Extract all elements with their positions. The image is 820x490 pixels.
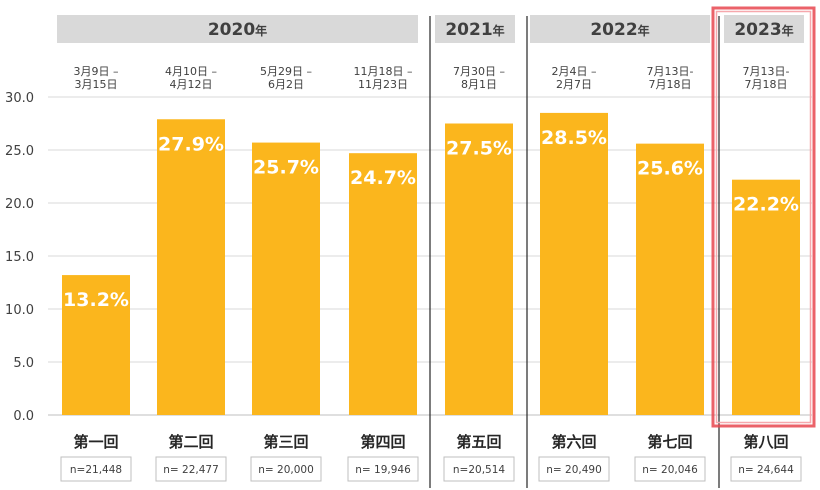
period-label: 6月2日 — [268, 78, 304, 91]
period-label: 7月18日 — [649, 78, 692, 91]
bar-value-label: 13.2% — [63, 289, 129, 311]
bar — [540, 112, 608, 416]
year-value: 2021 — [445, 20, 492, 40]
category-label: 第四回 — [360, 433, 405, 451]
sample-size-box — [347, 456, 419, 482]
year-header-label: 2023年 — [734, 20, 793, 40]
sample-size-box — [250, 456, 322, 482]
category-label: 第七回 — [647, 433, 692, 451]
bar — [252, 142, 320, 415]
highlight-frame-outer — [711, 6, 816, 428]
bar-value-label: 22.2% — [733, 194, 799, 216]
sample-size-label: n= 22,477 — [163, 464, 219, 476]
bar-value-label: 24.7% — [350, 167, 416, 189]
y-tick-label: 20.0 — [5, 197, 34, 212]
year-header-box — [530, 15, 710, 43]
sample-size-box — [634, 456, 706, 482]
period-label: 3月15日 — [75, 78, 118, 91]
y-tick-label: 15.0 — [5, 250, 34, 265]
highlight-frame — [711, 6, 816, 428]
category-label: 第二回 — [168, 433, 213, 451]
period-label: 11月18日 – — [354, 65, 413, 78]
bar-value-label: 25.7% — [253, 157, 319, 179]
bar-value-label: 27.5% — [446, 138, 512, 160]
period-label: 4月10日 – — [165, 65, 217, 78]
y-tick-label: 10.0 — [5, 303, 34, 318]
sample-size-box — [60, 456, 132, 482]
y-axis-ticks: 30.0 25.0 20.0 15.0 10.0 5.0 0.0 — [5, 91, 34, 424]
sample-size-label: n= 19,946 — [355, 464, 411, 476]
category-label: 第五回 — [456, 433, 501, 451]
bars: 13.2% 27.9% 25.7% 24.7% 27.5% 28.5% 25.6% 22.2% — [62, 112, 800, 416]
year-headers: 2020年 2021年 2022年 2023年 — [57, 15, 804, 43]
sample-size-label: n= 20,490 — [546, 464, 602, 476]
year-header-label: 2022年 — [590, 20, 649, 40]
sample-size-box — [443, 456, 515, 482]
period-label: 7月13日- — [647, 65, 694, 78]
year-suffix: 年 — [255, 23, 267, 38]
year-value: 2022 — [590, 20, 637, 40]
year-value: 2020 — [208, 20, 255, 40]
year-header-box — [435, 15, 515, 43]
period-label: 5月29日 – — [260, 65, 312, 78]
year-dividers — [429, 16, 720, 488]
year-header-box — [57, 15, 418, 43]
sample-size-box — [730, 456, 802, 482]
bar — [157, 119, 225, 415]
period-label: 8月1日 — [461, 78, 497, 91]
bar — [636, 143, 704, 415]
period-label: 4月12日 — [170, 78, 213, 91]
y-tick-label: 30.0 — [5, 91, 34, 106]
bar — [349, 153, 417, 415]
period-label: 11月23日 — [358, 78, 408, 91]
category-label: 第八回 — [743, 433, 788, 451]
bar-value-label: 27.9% — [158, 133, 224, 155]
bar — [732, 179, 800, 415]
period-label: 7月13日- — [743, 65, 790, 78]
year-suffix: 年 — [638, 23, 650, 38]
sample-size-label: n=21,448 — [70, 464, 122, 476]
y-tick-label: 25.0 — [5, 144, 34, 159]
highlight-frame-inner — [715, 10, 812, 424]
year-suffix: 年 — [782, 23, 794, 38]
sample-size-boxes: n=21,448 n= 22,477 n= 20,000 n= 19,946 n=20,… — [60, 456, 802, 482]
bar — [445, 123, 513, 415]
period-label: 2月4日 – — [552, 65, 597, 78]
year-header-box — [724, 15, 804, 43]
bar-value-label: 28.5% — [541, 127, 607, 149]
year-value: 2023 — [734, 20, 781, 40]
category-labels: 第一回 第二回 第三回 第四回 第五回 第六回 第七回 第八回 — [73, 433, 788, 451]
category-label: 第六回 — [551, 433, 596, 451]
period-label: 2月7日 — [556, 78, 592, 91]
period-label: 3月9日 – — [74, 65, 119, 78]
bar — [62, 275, 130, 415]
bar-value-label: 25.6% — [637, 158, 703, 180]
period-label: 7月30日 – — [453, 65, 505, 78]
period-labels: 3月9日 –3月15日 4月10日 –4月12日 5月29日 –6月2日 11月18日… — [74, 65, 790, 91]
category-label: 第一回 — [73, 433, 118, 451]
sample-size-box — [155, 456, 227, 482]
year-header-label: 2020年 — [208, 20, 267, 40]
sample-size-label: n= 20,000 — [258, 464, 314, 476]
year-suffix: 年 — [493, 23, 505, 38]
sample-size-box — [538, 456, 610, 482]
sample-size-label: n=20,514 — [453, 464, 506, 476]
period-label: 7月18日 — [745, 78, 788, 91]
sample-size-label: n= 20,046 — [642, 464, 698, 476]
y-tick-label: 0.0 — [13, 409, 34, 424]
category-label: 第三回 — [263, 433, 308, 451]
sample-size-label: n= 24,644 — [738, 464, 794, 476]
year-header-label: 2021年 — [445, 20, 504, 40]
y-tick-label: 5.0 — [13, 356, 34, 371]
